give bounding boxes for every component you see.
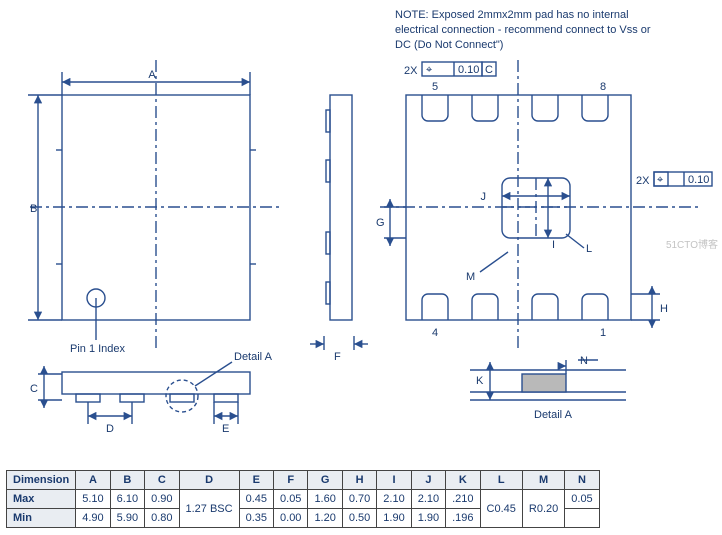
table-cell: 0.80: [145, 509, 179, 528]
dim-H: H: [660, 303, 668, 315]
dim-I: I: [552, 239, 555, 251]
table-col-C: C: [145, 471, 179, 490]
table-cell: .210: [446, 490, 480, 509]
detail-A-view: K N Detail A: [470, 355, 626, 421]
table-col-M: M: [522, 471, 564, 490]
svg-text:2X: 2X: [636, 175, 650, 187]
table-col-L: L: [480, 471, 522, 490]
table-cell: 1.90: [377, 509, 411, 528]
table-cell: R0.20: [522, 490, 564, 528]
table-col-K: K: [446, 471, 480, 490]
svg-text:0.10: 0.10: [688, 174, 709, 186]
table-cell: 1.90: [411, 509, 445, 528]
dim-K: K: [476, 375, 484, 387]
table-rowlabel: Min: [7, 509, 76, 528]
dim-E: E: [222, 423, 229, 435]
table-cell: 2.10: [411, 490, 445, 509]
svg-text:⌖: ⌖: [426, 64, 432, 76]
pin-1: 1: [600, 327, 606, 339]
svg-text:C: C: [485, 64, 493, 76]
table-cell: 1.27 BSC: [179, 490, 239, 528]
dim-G: G: [376, 217, 385, 229]
pin-8: 8: [600, 81, 606, 93]
table-cell: .196: [446, 509, 480, 528]
table-col-F: F: [274, 471, 308, 490]
table-cell: 0.45: [239, 490, 273, 509]
table-cell: 4.90: [76, 509, 110, 528]
table-col-A: A: [76, 471, 110, 490]
table-cell: 1.60: [308, 490, 342, 509]
table-col-E: E: [239, 471, 273, 490]
tol-frame-top: 2X ⌖ 0.10 C: [404, 62, 496, 77]
table-col-Dimension: Dimension: [7, 471, 76, 490]
dim-D: D: [106, 423, 114, 435]
table-cell: 1.20: [308, 509, 342, 528]
table-col-G: G: [308, 471, 342, 490]
svg-text:0.10: 0.10: [458, 64, 479, 76]
dim-L: L: [586, 243, 592, 255]
dimension-table: DimensionABCDEFGHIJKLMN Max5.106.100.901…: [6, 470, 600, 528]
dim-N: N: [580, 355, 588, 367]
dim-F: F: [334, 351, 341, 363]
dim-J: J: [481, 191, 487, 203]
table-cell: 0.70: [342, 490, 376, 509]
table-cell: 0.90: [145, 490, 179, 509]
table-col-D: D: [179, 471, 239, 490]
table-cell: 0.50: [342, 509, 376, 528]
table-col-N: N: [565, 471, 599, 490]
pin-4: 4: [432, 327, 438, 339]
detailA-label: Detail A: [534, 409, 573, 421]
dim-C: C: [30, 383, 38, 395]
table-col-B: B: [110, 471, 144, 490]
pin1-label: Pin 1 Index: [70, 343, 126, 355]
table-rowlabel: Max: [7, 490, 76, 509]
dim-B: B: [30, 203, 37, 215]
table-cell: 5.10: [76, 490, 110, 509]
table-col-I: I: [377, 471, 411, 490]
table-cell: 0.00: [274, 509, 308, 528]
table-cell: C0.45: [480, 490, 522, 528]
table-cell: 2.10: [377, 490, 411, 509]
svg-text:⌖: ⌖: [657, 174, 663, 186]
table-cell: 0.05: [565, 490, 599, 509]
pin-5: 5: [432, 81, 438, 93]
detailA-callout: Detail A: [234, 351, 273, 363]
dim-A: A: [148, 69, 156, 81]
table-col-J: J: [411, 471, 445, 490]
mechanical-drawing: Pin 1 Index A B Detail A C D E: [0, 0, 722, 470]
table-cell: 6.10: [110, 490, 144, 509]
table-cell: [565, 509, 599, 528]
table-cell: 0.35: [239, 509, 273, 528]
table-cell: 0.05: [274, 490, 308, 509]
tol-frame-right: 2X ⌖ 0.10: [636, 172, 712, 187]
table-cell: 5.90: [110, 509, 144, 528]
table-col-H: H: [342, 471, 376, 490]
svg-text:2X: 2X: [404, 65, 418, 77]
dim-M: M: [466, 271, 475, 283]
